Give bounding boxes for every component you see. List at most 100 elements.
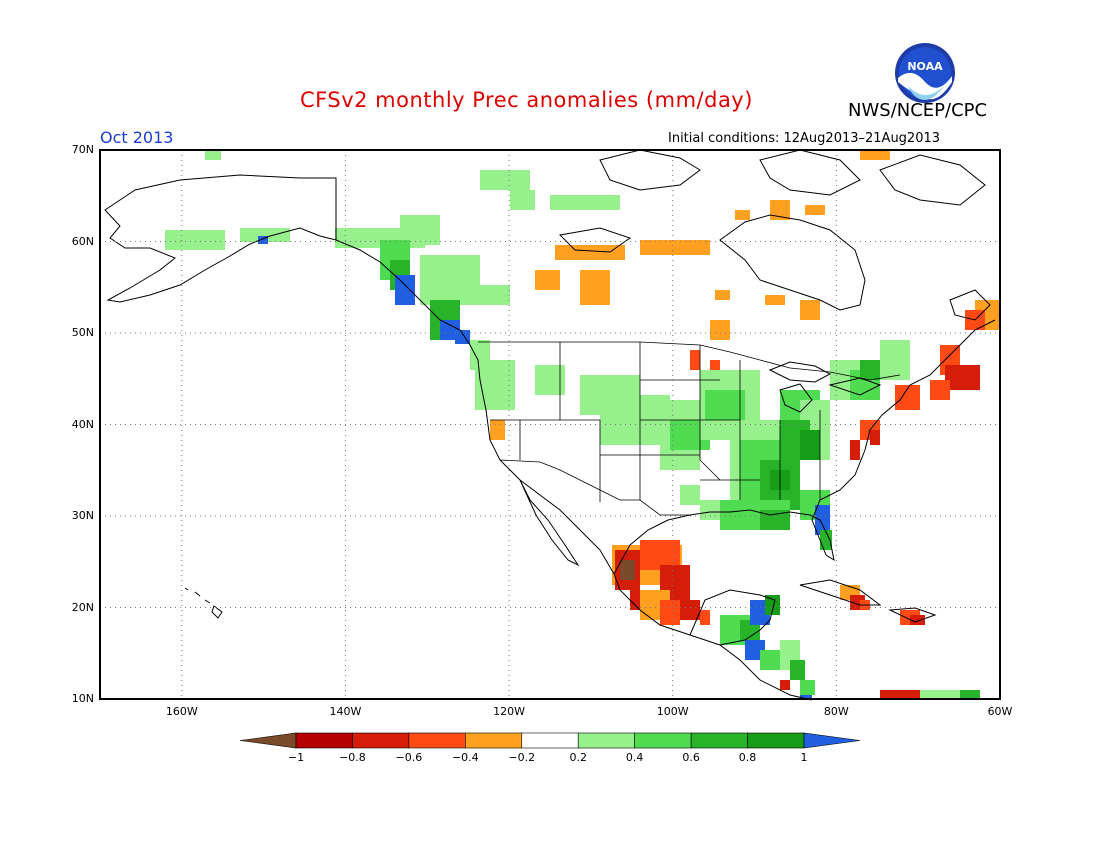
initial-conditions: Initial conditions: 12Aug2013–21Aug2013 [668,131,941,146]
anomaly-cell [800,680,815,695]
anomaly-cell [710,360,720,370]
colorbar-low-arrow [239,732,297,749]
colorbar [239,732,861,749]
anomaly-cell [490,420,505,440]
latitude-label: 50N [71,326,94,339]
anomaly-cell [945,365,980,390]
anomaly-cell [910,615,925,625]
anomaly-cell [870,430,880,445]
colorbar-label: −0.8 [339,751,366,764]
logo-text: NOAA [907,60,943,73]
anomaly-cell [165,230,225,250]
anomaly-cell [710,320,730,340]
anomaly-cell [620,560,635,580]
anomaly-cell [800,430,820,460]
colorbar-segment [747,732,805,749]
colorbar-segment [352,732,410,749]
anomaly-cell [880,690,920,699]
anomaly-cell [805,205,825,215]
longitude-label: 120W [493,705,526,718]
anomaly-cell [800,695,812,699]
longitude-label: 60W [987,705,1013,718]
anomaly-cell [630,580,640,610]
colorbar-high-arrow [803,732,861,749]
forecast-month: Oct 2013 [100,128,174,147]
colorbar-segment [408,732,466,749]
colorbar-label: −1 [287,751,305,764]
colorbar-segment [521,732,579,749]
latitude-label: 60N [71,234,94,248]
map-gridlines [100,150,1000,699]
anomaly-cell [535,365,565,395]
colorbar-segment [577,732,635,749]
colorbar-segment [634,732,692,749]
anomaly-cell [470,285,510,305]
latitude-label: 30N [71,509,94,522]
coastlines [104,149,996,701]
anomaly-cell [510,190,535,210]
anomaly-cell [680,485,700,505]
anomaly-cell [715,290,730,300]
colorbar-label: 0.8 [738,751,757,764]
colorbar-segment [295,732,353,749]
chart-title: CFSv2 monthly Prec anomalies (mm/day) [300,88,753,112]
colorbar-label: 0.4 [625,751,644,764]
anomaly-cell [700,610,710,625]
anomaly-cell [920,690,970,699]
latitude-label: 10N [71,692,94,705]
anomaly-cell [680,600,700,620]
anomaly-cell [850,440,860,460]
longitude-label: 80W [823,705,849,718]
anomaly-cell [240,228,290,242]
colorbar-label: 1 [800,751,808,764]
anomaly-cell [860,150,890,160]
anomaly-cell [765,595,780,615]
anomaly-cell [820,530,832,550]
anomaly-cell [880,340,910,380]
anomaly-cell [770,200,790,220]
colorbar-segment [465,732,523,749]
anomaly-cell [790,660,805,680]
colorbar-label: −0.6 [395,751,423,764]
anomaly-cell [860,360,880,380]
anomaly-cell [815,505,830,535]
longitude-label: 160W [165,705,198,718]
anomaly-cell [580,270,610,305]
anomaly-cell [930,380,950,400]
anomaly-cell [455,330,470,344]
anomaly-cell [735,210,750,220]
anomaly-cell [705,390,745,420]
anomaly-cell [258,236,268,244]
anomaly-cell [550,195,620,210]
latitude-label: 40N [71,417,94,431]
colorbar-label: 0.2 [569,751,587,764]
longitude-label: 140W [329,705,362,718]
map-frame [99,149,1001,700]
agency-label: NWS/NCEP/CPC [848,100,988,121]
longitude-label: 100W [656,705,689,718]
anomaly-cells [165,150,1000,699]
anomaly-cell [760,650,780,670]
anomaly-cell [395,275,415,305]
anomaly-cell [800,300,820,320]
anomaly-cell [205,150,221,160]
anomaly-cell [690,350,700,370]
anomaly-cell [760,510,790,530]
anomaly-cell [765,295,785,305]
colorbar-label: −0.2 [508,751,536,764]
latitude-label: 70N [71,143,94,156]
anomaly-cell [780,680,790,690]
colorbar-label: 0.6 [682,751,700,764]
anomaly-cell [555,245,625,260]
noaa-logo: NOAA [895,43,955,103]
anomaly-cell [480,170,530,190]
anomaly-cell [660,600,680,625]
anomaly-cell [535,270,560,290]
anomaly-cell [640,240,710,255]
anomaly-cell [475,360,515,410]
colorbar-segment [690,732,748,749]
anomaly-cell [700,500,720,520]
anomaly-cell [960,690,980,699]
political-borders [335,178,901,516]
